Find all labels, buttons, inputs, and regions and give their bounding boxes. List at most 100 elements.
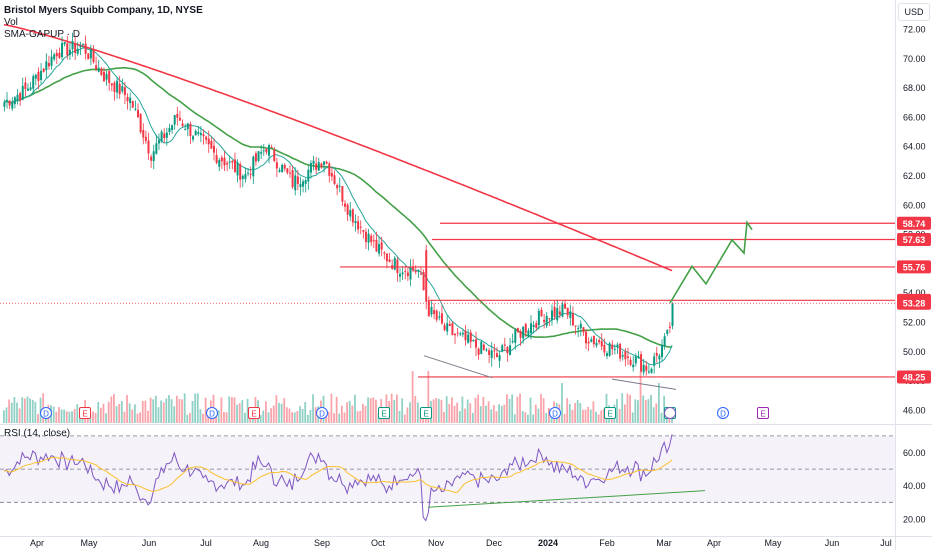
candle-body	[409, 267, 412, 280]
candle-body	[61, 43, 64, 57]
volume-bar	[642, 395, 645, 423]
candle-body	[511, 340, 514, 343]
volume-bar	[398, 410, 401, 423]
candle-body	[548, 318, 551, 320]
candle-body	[396, 259, 399, 274]
volume-bar	[110, 396, 113, 423]
y-tick-label: 54.00	[903, 288, 926, 298]
candle-body	[89, 49, 92, 59]
candle-body	[349, 210, 352, 217]
price-tag-bg	[897, 260, 931, 274]
volume-bar	[364, 405, 367, 423]
candle-body	[372, 240, 375, 242]
rsi-tick-label: 60.00	[903, 448, 926, 458]
volume-bar	[131, 409, 134, 423]
candle-body	[433, 310, 436, 315]
candle-body	[74, 43, 77, 53]
volume-bar	[338, 413, 341, 423]
candle-body	[129, 97, 132, 104]
volume-bar	[616, 399, 618, 423]
x-tick-label: Aug	[253, 538, 269, 548]
candle-body	[550, 310, 553, 321]
x-tick-label: May	[80, 538, 98, 548]
volume-bar	[194, 393, 197, 423]
volume-bar	[508, 398, 511, 423]
volume-bar	[498, 404, 500, 423]
price-tag: 55.76	[897, 260, 931, 274]
candle-body	[328, 163, 331, 176]
candle-body	[184, 128, 187, 130]
candle-body	[3, 102, 6, 107]
x-tick-label: Mar	[656, 538, 672, 548]
candle-body	[315, 163, 318, 170]
candle-body	[482, 344, 485, 350]
y-tick-label: 72.00	[903, 25, 926, 35]
volume-bar	[495, 411, 498, 423]
candle-body	[309, 162, 312, 173]
volume-bar	[545, 412, 548, 423]
candle-body	[341, 186, 344, 202]
candle-body	[650, 368, 653, 373]
candle-body	[606, 353, 608, 357]
candle-body	[95, 65, 98, 70]
volume-bar	[443, 412, 445, 423]
candle-body	[354, 221, 357, 223]
candle-body	[47, 63, 50, 67]
candle-body	[220, 157, 223, 162]
candle-body	[273, 149, 276, 161]
candle-body	[603, 344, 606, 353]
candle-body	[11, 101, 14, 109]
candle-body	[13, 97, 16, 105]
candle-body	[320, 163, 323, 168]
volume-bar	[647, 399, 650, 423]
candle-body	[485, 349, 488, 351]
volume-bar	[629, 394, 631, 423]
volume-bar	[34, 401, 37, 423]
volume-bar	[519, 393, 521, 423]
candle-body	[446, 323, 449, 332]
marker-shape	[79, 407, 91, 419]
x-tick-label: Nov	[428, 538, 445, 548]
earnings-marker: E	[79, 407, 91, 419]
volume-bar	[474, 397, 477, 423]
candle-body	[173, 115, 176, 125]
volume-bar	[469, 403, 472, 423]
volume-bar	[217, 410, 220, 423]
y-tick-label: 60.00	[903, 200, 926, 210]
candle-body	[490, 350, 493, 358]
candle-body	[564, 303, 567, 309]
volume-bar	[537, 408, 540, 423]
candle-body	[488, 350, 491, 355]
candle-body	[323, 161, 326, 165]
candle-body	[666, 330, 669, 334]
candle-body	[399, 273, 402, 277]
volume-bar	[173, 406, 176, 423]
volume-bar	[461, 396, 464, 423]
candle-body	[291, 169, 294, 188]
marker-shape	[378, 407, 390, 419]
rsi-divergence-line	[427, 490, 706, 508]
volume-bar	[21, 397, 24, 423]
candle-body	[296, 176, 299, 185]
candle-body	[100, 68, 103, 75]
volume-bar	[204, 397, 207, 423]
candle-body	[249, 173, 252, 175]
split-marker	[664, 407, 676, 419]
x-tick-label: Oct	[371, 538, 386, 548]
volume-bar	[369, 398, 372, 423]
volume-bar	[299, 406, 301, 423]
volume-bar	[262, 410, 265, 423]
candle-body	[503, 344, 506, 346]
candle-body	[637, 356, 640, 359]
volume-bar	[293, 412, 296, 423]
volume-bar	[600, 410, 603, 423]
marker-shape	[757, 407, 769, 419]
volume-bar	[228, 396, 231, 423]
sma-indicator-label: SMA-GAPUP · D	[4, 29, 80, 40]
candle-body	[375, 239, 378, 252]
volume-bar	[409, 402, 411, 423]
candle-body	[186, 123, 189, 130]
candle-body	[55, 52, 58, 57]
currency-button[interactable]: USD	[898, 3, 930, 21]
